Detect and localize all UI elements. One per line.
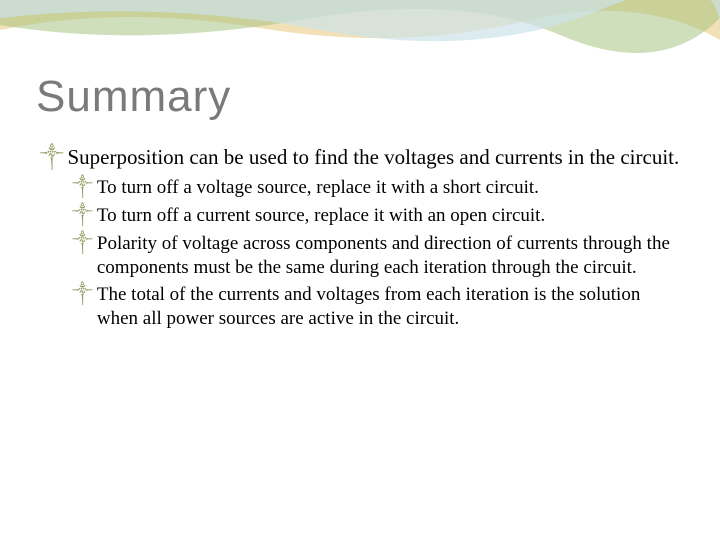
bullet-text: To turn off a current source, replace it… <box>97 204 684 228</box>
bullet-text: Superposition can be used to find the vo… <box>67 144 684 170</box>
bullet-icon: ༒ <box>72 283 93 305</box>
bullet-icon: ༒ <box>72 176 93 198</box>
bullet-level2: ༒ The total of the currents and voltages… <box>72 283 684 331</box>
slide-title: Summary <box>36 72 684 122</box>
bullet-text: The total of the currents and voltages f… <box>97 283 684 331</box>
bullet-text: Polarity of voltage across components an… <box>97 232 684 280</box>
bullet-icon: ༒ <box>72 232 93 254</box>
bullet-icon: ༒ <box>40 144 63 168</box>
bullet-icon: ༒ <box>72 204 93 226</box>
bullet-level2: ༒ To turn off a voltage source, replace … <box>72 176 684 200</box>
bullet-text: To turn off a voltage source, replace it… <box>97 176 684 200</box>
bullet-level1: ༒ Superposition can be used to find the … <box>40 144 684 170</box>
bullet-level2: ༒ To turn off a current source, replace … <box>72 204 684 228</box>
slide-body: Summary ༒ Superposition can be used to f… <box>0 0 720 540</box>
bullet-level2: ༒ Polarity of voltage across components … <box>72 232 684 280</box>
